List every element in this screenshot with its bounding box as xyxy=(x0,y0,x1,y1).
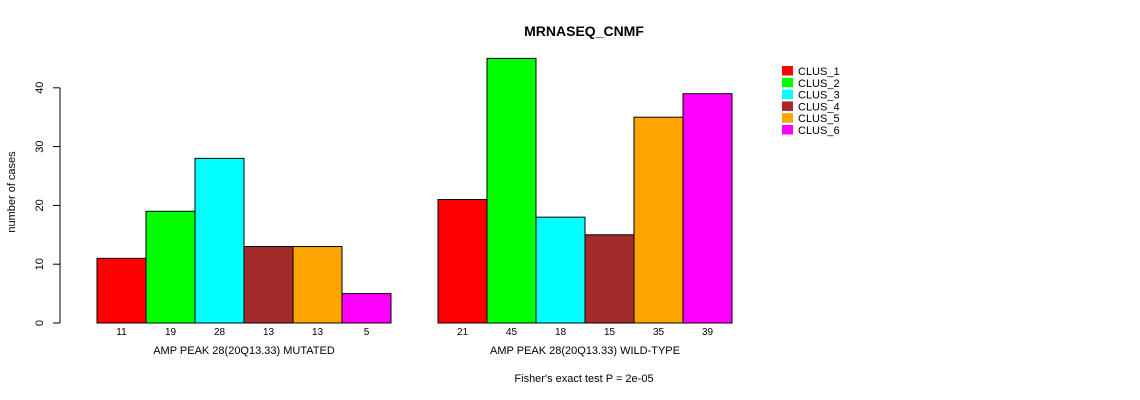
legend-label: CLUS_1 xyxy=(798,66,840,78)
legend-swatch xyxy=(782,125,793,135)
bar xyxy=(243,246,294,324)
y-tick-label: 20 xyxy=(34,199,46,211)
bar xyxy=(96,257,147,324)
y-tick-label: 0 xyxy=(34,320,46,326)
bar-count-label: 39 xyxy=(702,327,714,338)
bars xyxy=(96,57,733,324)
bar xyxy=(194,157,245,324)
bar-count-label: 18 xyxy=(555,327,567,338)
legend-label: CLUS_6 xyxy=(798,125,840,137)
legend-swatch xyxy=(782,77,793,88)
bar xyxy=(486,57,537,324)
legend-swatch xyxy=(782,113,793,123)
y-axis: 0 10 20 30 40 xyxy=(34,82,61,326)
group-label: AMP PEAK 28(20Q13.33) MUTATED xyxy=(153,345,335,357)
legend-swatch xyxy=(782,101,793,111)
legend-label: CLUS_3 xyxy=(798,90,840,102)
fisher-test-footnote: Fisher's exact test P = 2e-05 xyxy=(514,373,653,385)
chart-title: MRNASEQ_CNMF xyxy=(524,23,644,39)
y-tick-label: 40 xyxy=(34,82,46,94)
bar-count-label: 11 xyxy=(116,327,127,338)
bar xyxy=(682,93,733,324)
bar-count-label: 21 xyxy=(457,327,469,338)
bar-count-label: 15 xyxy=(604,327,616,338)
group-labels: AMP PEAK 28(20Q13.33) MUTATED AMP PEAK 28… xyxy=(153,345,680,357)
bar-count-label: 13 xyxy=(263,327,275,338)
y-tick-label: 10 xyxy=(34,258,46,270)
legend-swatch xyxy=(782,66,793,76)
bar-count-label: 19 xyxy=(165,327,177,338)
bar xyxy=(145,210,196,324)
bar-count-label: 45 xyxy=(506,327,518,338)
bar-count-label: 28 xyxy=(214,327,226,338)
y-axis-label: number of cases xyxy=(6,151,18,233)
legend-label: CLUS_2 xyxy=(798,78,840,90)
legend-label: CLUS_5 xyxy=(798,113,840,125)
bar xyxy=(584,234,635,324)
y-tick-label: 30 xyxy=(34,140,46,152)
bar-count-label: 35 xyxy=(653,327,665,338)
legend-swatch xyxy=(782,89,793,100)
bar xyxy=(292,246,343,324)
legend-label: CLUS_4 xyxy=(798,101,840,113)
count-labels: 11 19 28 13 13 5 21 45 18 15 35 39 xyxy=(116,327,713,338)
bar xyxy=(633,116,684,324)
bar xyxy=(535,216,586,324)
group-label: AMP PEAK 28(20Q13.33) WILD-TYPE xyxy=(490,345,680,357)
bar-count-label: 13 xyxy=(312,327,324,338)
bar xyxy=(341,293,392,324)
bar xyxy=(437,199,488,324)
bar-count-label: 5 xyxy=(364,327,370,338)
